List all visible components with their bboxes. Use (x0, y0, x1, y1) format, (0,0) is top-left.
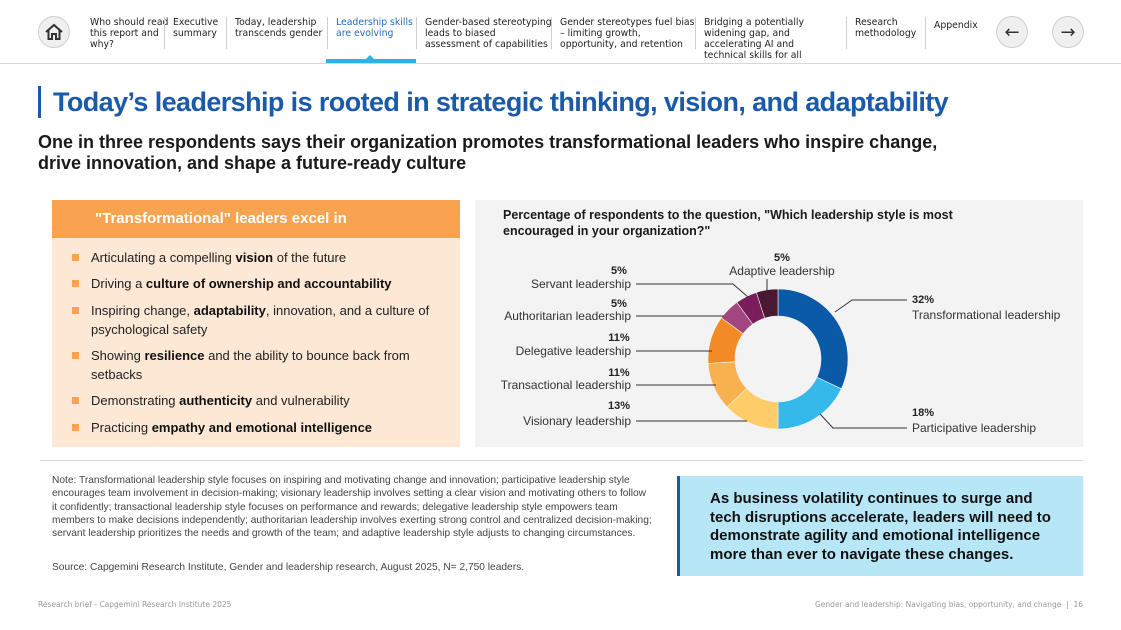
nav-item-gender-stereotyping[interactable]: Gender-based stereotyping leads to biase… (416, 17, 552, 50)
bullet-text: Articulating a compelling (91, 250, 236, 265)
active-tab-indicator (326, 55, 416, 63)
donut-slice-transformational (777, 288, 849, 390)
home-icon (45, 23, 63, 40)
next-page-button[interactable]: → (1052, 16, 1084, 48)
data-label-visionary-name: Visionary leadership (523, 414, 631, 428)
data-label-visionary-value: 13% (608, 400, 630, 412)
bullet-text: , innovation, and a culture of psycholog… (91, 303, 430, 337)
bullet-text: and the ability to bounce back from setb… (91, 348, 410, 382)
bullet-item: Practicing empathy and emotional intelli… (72, 418, 432, 437)
transformational-panel-heading: "Transformational" leaders excel in (52, 200, 460, 238)
bullet-text: resilience (144, 348, 205, 363)
transformational-panel (52, 200, 460, 447)
data-label-servant-value: 5% (611, 265, 627, 277)
page-subtitle: One in three respondents says their orga… (38, 132, 938, 173)
arrow-right-icon: → (1060, 21, 1076, 43)
home-button[interactable] (38, 16, 70, 48)
bullet-text: Demonstrating (91, 393, 180, 408)
leader-line-transformational (834, 299, 907, 313)
bullet-text: Driving a (91, 276, 146, 291)
bullet-item: Inspiring change, adaptability, innovati… (72, 301, 432, 339)
bullet-item: Driving a culture of ownership and accou… (72, 274, 432, 293)
chart-note: Note: Transformational leadership style … (52, 475, 652, 540)
nav-item-leadership-skills-evolving[interactable]: Leadership skills are evolving (327, 17, 417, 49)
leader-line-servant (636, 283, 749, 298)
nav-item-who-should-read[interactable]: Who should read this report and why? (90, 17, 169, 50)
data-label-participative-name: Participative leadership (912, 421, 1036, 435)
nav-item-appendix[interactable]: Appendix (925, 17, 985, 49)
bullet-text: authenticity (179, 393, 253, 408)
data-label-adaptive-name: Adaptive leadership (729, 264, 835, 278)
bullet-text: Inspiring change, (91, 303, 194, 318)
bullet-text: Practicing (91, 420, 152, 435)
page-number: 16 (1073, 600, 1083, 609)
footer-left: Research brief - Capgemini Research Inst… (38, 600, 232, 609)
previous-page-button[interactable]: ← (996, 16, 1028, 48)
callout-box: As business volatility continues to surg… (677, 476, 1083, 576)
bullet-item: Articulating a compelling vision of the … (72, 248, 432, 267)
data-label-transformational-name: Transformational leadership (912, 308, 1061, 322)
bullet-text: vision (235, 250, 274, 265)
nav-item-research-methodology[interactable]: Research methodology (846, 17, 921, 49)
bullet-item: Showing resilience and the ability to bo… (72, 346, 432, 384)
bullet-text: empathy and emotional intelligence (151, 420, 373, 435)
bullet-item: Demonstrating authenticity and vulnerabi… (72, 391, 432, 410)
chart-source: Source: Capgemini Research Institute, Ge… (52, 562, 525, 573)
bullet-text: and vulnerability (252, 393, 350, 408)
data-label-servant-name: Servant leadership (531, 277, 631, 291)
data-label-authoritarian-name: Authoritarian leadership (504, 309, 631, 323)
footer-report-title: Gender and leadership: Navigating bias, … (815, 600, 1062, 609)
chart-title: Percentage of respondents to the questio… (503, 208, 953, 238)
data-label-delegative-name: Delegative leadership (516, 344, 632, 358)
footer-right: Gender and leadership: Navigating bias, … (815, 600, 1083, 609)
arrow-left-icon: ← (1004, 21, 1020, 43)
data-label-transformational-value: 32% (912, 294, 934, 306)
top-navigation: Who should read this report and why? Exe… (0, 0, 1121, 64)
page-title: Today’s leadership is rooted in strategi… (38, 86, 949, 118)
nav-item-stereotypes-fuel-bias[interactable]: Gender stereotypes fuel bias – limiting … (551, 17, 695, 50)
data-label-authoritarian-value: 5% (611, 298, 627, 310)
donut-slice-adaptive (755, 288, 779, 319)
nav-item-executive-summary[interactable]: Executive summary (164, 17, 226, 49)
nav-item-bridging-gap[interactable]: Bridging a potentially widening gap, and… (695, 17, 835, 61)
data-label-adaptive-value: 5% (774, 252, 790, 264)
data-label-participative-value: 18% (912, 407, 934, 419)
nav-item-leadership-transcends-gender[interactable]: Today, leadership transcends gender (226, 17, 326, 49)
bullet-text: culture of ownership and accountability (145, 276, 392, 291)
data-label-transactional-name: Transactional leadership (501, 378, 632, 392)
leader-line-participative (819, 413, 907, 429)
data-label-transactional-value: 11% (608, 367, 630, 379)
donut-slice-participative (777, 376, 842, 430)
bullet-text: Showing (91, 348, 145, 363)
bullet-text: adaptability (193, 303, 266, 318)
data-label-delegative-value: 11% (608, 332, 630, 344)
divider (40, 460, 1083, 461)
bullet-text: of the future (273, 250, 347, 265)
